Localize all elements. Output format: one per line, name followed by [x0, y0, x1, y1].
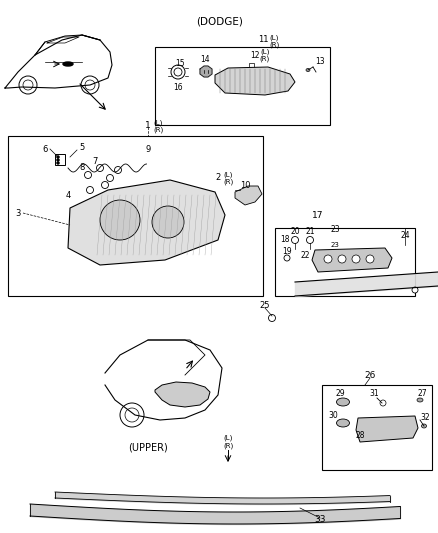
- Circle shape: [412, 287, 418, 293]
- Text: 12: 12: [250, 51, 260, 60]
- Text: (R): (R): [153, 127, 163, 133]
- Circle shape: [171, 65, 185, 79]
- Text: (L): (L): [223, 172, 233, 178]
- Text: (L): (L): [269, 35, 279, 41]
- Ellipse shape: [336, 419, 350, 427]
- Circle shape: [292, 237, 299, 244]
- Circle shape: [380, 400, 386, 406]
- Circle shape: [100, 200, 140, 240]
- Text: 14: 14: [200, 55, 210, 64]
- Polygon shape: [235, 186, 262, 205]
- Text: 6: 6: [42, 146, 48, 155]
- Text: (R): (R): [260, 56, 270, 62]
- Circle shape: [174, 68, 182, 76]
- Circle shape: [85, 80, 95, 90]
- Text: 19: 19: [282, 247, 292, 256]
- Polygon shape: [356, 416, 418, 442]
- Text: 23: 23: [331, 242, 339, 248]
- Text: 24: 24: [400, 230, 410, 239]
- Text: (L): (L): [153, 120, 162, 126]
- Text: 33: 33: [314, 515, 326, 524]
- Text: 15: 15: [175, 59, 185, 68]
- Circle shape: [366, 255, 374, 263]
- Bar: [155, 47, 330, 125]
- Bar: [275, 228, 415, 296]
- Circle shape: [85, 172, 92, 179]
- Text: 18: 18: [280, 236, 290, 245]
- Text: 23: 23: [330, 225, 340, 235]
- Circle shape: [57, 156, 60, 158]
- Text: 13: 13: [315, 58, 325, 67]
- Circle shape: [57, 158, 60, 161]
- Circle shape: [268, 314, 276, 321]
- Text: 17: 17: [312, 211, 324, 220]
- Circle shape: [125, 408, 139, 422]
- Polygon shape: [200, 66, 212, 77]
- Polygon shape: [55, 154, 65, 165]
- Text: 11: 11: [258, 36, 268, 44]
- Ellipse shape: [306, 69, 310, 71]
- Text: 26: 26: [364, 370, 376, 379]
- Circle shape: [120, 403, 144, 427]
- Circle shape: [81, 76, 99, 94]
- Text: (R): (R): [223, 179, 233, 185]
- Circle shape: [324, 255, 332, 263]
- Circle shape: [307, 237, 314, 244]
- Text: (L): (L): [223, 435, 233, 441]
- Text: 2: 2: [215, 174, 221, 182]
- Bar: [249, 63, 254, 68]
- Text: 21: 21: [305, 228, 315, 237]
- Circle shape: [284, 255, 290, 261]
- Ellipse shape: [336, 398, 350, 406]
- Text: 31: 31: [369, 389, 379, 398]
- Text: 30: 30: [328, 410, 338, 419]
- Text: 20: 20: [290, 228, 300, 237]
- Text: 28: 28: [355, 431, 365, 440]
- Text: (UPPER): (UPPER): [128, 443, 168, 453]
- Polygon shape: [312, 248, 392, 272]
- Text: (L): (L): [260, 49, 270, 55]
- Text: 3: 3: [15, 208, 21, 217]
- Ellipse shape: [63, 62, 73, 66]
- Text: 22: 22: [300, 251, 310, 260]
- Ellipse shape: [417, 398, 423, 402]
- Text: (DODGE): (DODGE): [197, 17, 244, 27]
- Text: 29: 29: [335, 389, 345, 398]
- Bar: [8, 136, 263, 296]
- Ellipse shape: [421, 424, 427, 428]
- Text: 1: 1: [145, 122, 151, 131]
- Text: 10: 10: [240, 182, 250, 190]
- Circle shape: [102, 182, 109, 189]
- Circle shape: [57, 161, 60, 165]
- Circle shape: [352, 255, 360, 263]
- Text: (R): (R): [223, 443, 233, 449]
- Text: 32: 32: [420, 414, 430, 423]
- Circle shape: [19, 76, 37, 94]
- Circle shape: [86, 187, 93, 193]
- Text: 27: 27: [417, 389, 427, 398]
- Bar: [322, 385, 432, 470]
- Text: 9: 9: [145, 146, 151, 155]
- Text: 8: 8: [79, 164, 85, 173]
- Polygon shape: [155, 382, 210, 407]
- Text: 16: 16: [173, 84, 183, 93]
- Circle shape: [23, 80, 33, 90]
- Text: 25: 25: [260, 301, 270, 310]
- Circle shape: [152, 206, 184, 238]
- Text: 7: 7: [92, 157, 98, 166]
- Polygon shape: [68, 180, 225, 265]
- Text: (R): (R): [269, 42, 279, 49]
- Circle shape: [106, 174, 113, 182]
- Text: 4: 4: [65, 190, 71, 199]
- Circle shape: [96, 165, 103, 172]
- Circle shape: [338, 255, 346, 263]
- Circle shape: [114, 166, 121, 174]
- Polygon shape: [215, 67, 295, 95]
- Text: 5: 5: [79, 143, 85, 152]
